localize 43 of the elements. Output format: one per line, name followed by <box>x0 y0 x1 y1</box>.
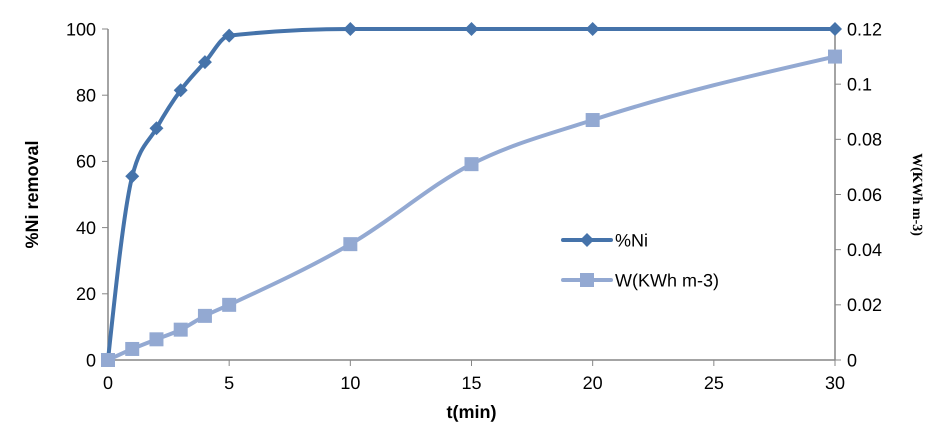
y2-axis-title: W(KWh m-3) <box>909 153 924 236</box>
y2-tick-label: 0.08 <box>847 130 882 150</box>
x-axis-title: t(min) <box>446 402 496 422</box>
point <box>125 169 140 184</box>
y2-tick-label: 0.06 <box>847 184 882 205</box>
point <box>125 342 140 356</box>
y-tick-label: 40 <box>76 218 96 238</box>
point <box>222 28 236 43</box>
x-tick-label: 15 <box>461 373 482 393</box>
x-tick-label: 5 <box>224 373 234 393</box>
y2-tick-label: 0.02 <box>847 295 882 316</box>
y2-tick-label: 0.1 <box>847 74 872 94</box>
point <box>464 22 478 36</box>
point <box>586 22 600 36</box>
y-tick-label: 20 <box>76 284 96 304</box>
y-tick-label: 60 <box>76 152 96 172</box>
point <box>343 22 358 36</box>
point <box>198 55 212 70</box>
x-tick-label: 0 <box>102 373 114 393</box>
y-tick-label: 0 <box>86 350 96 370</box>
x-tick-label: 30 <box>824 373 846 393</box>
y-axis-title: %Ni removal <box>22 140 42 249</box>
point <box>149 332 164 346</box>
point <box>222 298 236 312</box>
point <box>174 322 188 337</box>
point <box>464 157 478 172</box>
y2-tick-label: 0.12 <box>847 19 882 40</box>
x-tick-label: 25 <box>704 373 724 393</box>
x-tick-label: 10 <box>340 373 360 393</box>
point <box>586 113 600 128</box>
y2-tick-label: 0.04 <box>847 240 882 260</box>
point <box>198 308 212 323</box>
point <box>174 83 188 98</box>
point <box>343 237 358 252</box>
y-tick-label: 100 <box>66 19 96 40</box>
y2-tick-label: 0 <box>847 350 858 370</box>
point <box>149 121 164 136</box>
point <box>828 22 842 36</box>
legend-label: W(KWh m-3) <box>615 270 719 290</box>
y-tick-label: 80 <box>76 86 96 106</box>
legend-label: %Ni <box>615 230 648 250</box>
x-tick-label: 20 <box>582 373 603 393</box>
point <box>828 50 842 64</box>
